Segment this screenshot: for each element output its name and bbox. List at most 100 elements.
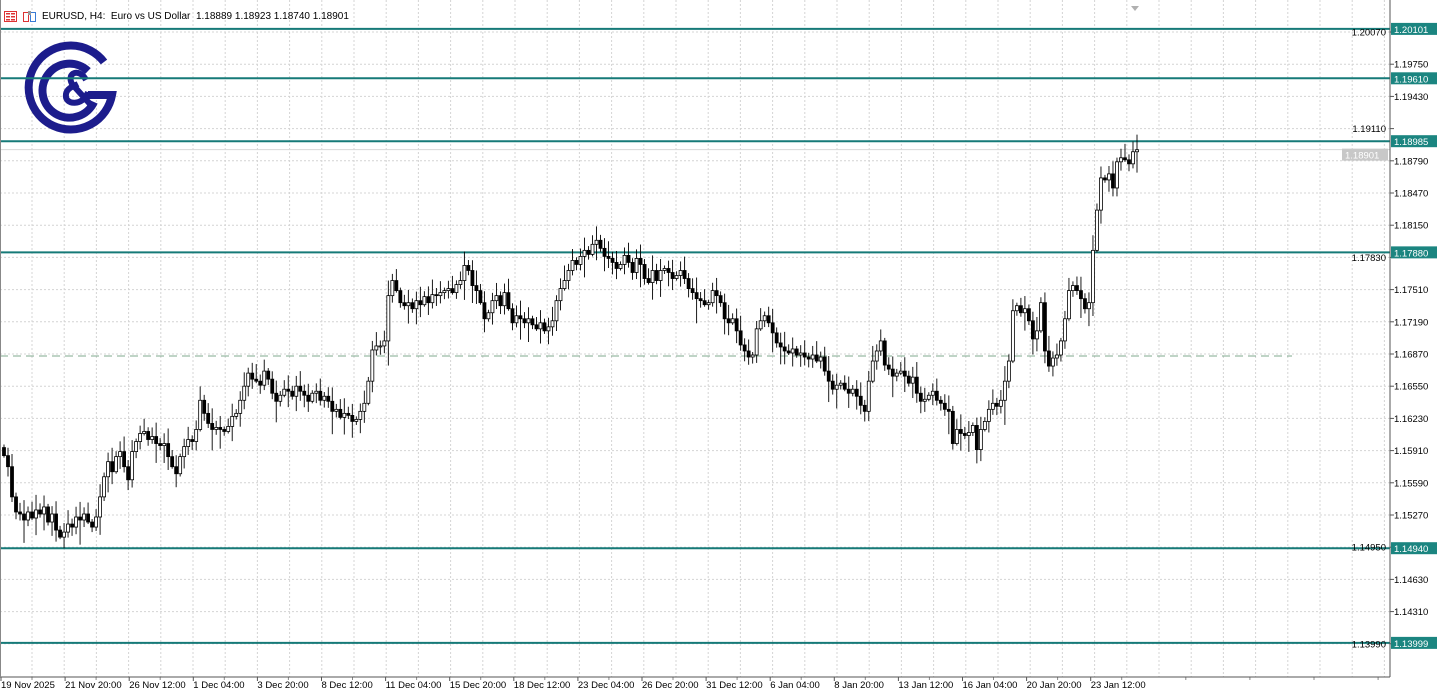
- candle: [1071, 281, 1075, 297]
- chart-menu-icon[interactable]: [4, 10, 17, 22]
- x-tick-label: 8 Jan 20:00: [834, 680, 884, 691]
- candle: [710, 282, 715, 307]
- candle: [26, 506, 30, 527]
- x-tick-label: 20 Jan 20:00: [1027, 680, 1082, 691]
- level-label-bg: [1391, 22, 1437, 35]
- candle: [1127, 154, 1131, 172]
- candle: [754, 320, 759, 363]
- bull-candle-body: [790, 348, 795, 354]
- bull-candle-body: [922, 398, 927, 402]
- candle: [574, 257, 579, 271]
- candle: [170, 449, 175, 469]
- bull-candle-body: [182, 446, 187, 458]
- candle: [362, 390, 367, 423]
- bull-candle-body: [106, 461, 110, 478]
- candle: [726, 304, 731, 336]
- bear-candle-body: [474, 285, 479, 292]
- bull-candle-body: [314, 390, 319, 394]
- bear-candle-body: [506, 292, 511, 310]
- y-tick-label: 1.20070: [1352, 28, 1386, 39]
- candle: [542, 318, 547, 334]
- bear-candle-body: [110, 461, 114, 473]
- candle: [438, 281, 443, 304]
- candle: [150, 427, 155, 444]
- candle: [70, 518, 74, 536]
- bull-candle-body: [406, 302, 411, 307]
- candle: [378, 340, 383, 355]
- bull-candle-body: [1067, 290, 1071, 320]
- candle: [322, 392, 327, 408]
- candle: [206, 403, 211, 429]
- candle: [218, 415, 223, 449]
- candle: [390, 273, 395, 303]
- bear-candle-body: [318, 390, 323, 401]
- candle: [802, 340, 807, 366]
- bull-candle-body: [870, 360, 875, 382]
- bear-candle-body: [846, 388, 851, 394]
- bull-candle-body: [102, 476, 106, 498]
- bull-candle-body: [1119, 157, 1123, 163]
- bull-candle-body: [850, 388, 855, 394]
- bear-candle-body: [882, 340, 887, 366]
- candle: [682, 256, 687, 285]
- bear-candle-body: [250, 372, 255, 380]
- bull-candle-body: [362, 402, 367, 412]
- candle: [242, 372, 247, 410]
- bear-candle-body: [774, 332, 779, 344]
- bull-candle-body: [578, 255, 583, 265]
- candle: [750, 351, 755, 364]
- bull-candle-body: [1055, 354, 1059, 359]
- bear-candle-body: [70, 523, 74, 528]
- bear-candle-body: [158, 443, 163, 446]
- candle: [50, 506, 54, 536]
- candle: [782, 331, 787, 365]
- bull-candle-body: [502, 292, 507, 307]
- candle: [734, 308, 739, 344]
- candle: [634, 249, 639, 280]
- chart-shift-marker-icon[interactable]: [1131, 6, 1139, 11]
- bull-candle-body: [422, 296, 427, 306]
- bull-candle-body: [358, 410, 363, 420]
- y-tick-label: 1.15270: [1394, 510, 1428, 521]
- candle: [770, 308, 775, 353]
- candle: [690, 278, 695, 300]
- bear-candle-body: [946, 408, 951, 412]
- candle: [614, 250, 619, 280]
- bear-candle-body: [906, 375, 911, 384]
- bull-candle-body: [186, 439, 191, 447]
- x-tick-label: 11 Dec 04:00: [386, 680, 442, 691]
- candle: [426, 286, 431, 315]
- one-click-trading-icon[interactable]: [23, 10, 36, 22]
- bull-candle-body: [546, 326, 551, 332]
- candle: [534, 316, 539, 331]
- candle: [786, 344, 791, 356]
- bear-candle-body: [1111, 173, 1115, 189]
- candle: [114, 451, 118, 474]
- bull-candle-body: [354, 419, 359, 422]
- level-label: 1.20101: [1394, 25, 1428, 36]
- candle: [230, 403, 235, 442]
- bull-candle-body: [730, 318, 735, 324]
- bear-candle-body: [54, 513, 58, 531]
- candle: [658, 259, 663, 297]
- brand-logo: [24, 41, 117, 134]
- candle: [30, 501, 34, 521]
- bear-candle-body: [1075, 285, 1079, 292]
- candle: [630, 258, 635, 280]
- y-tick-label: 1.19430: [1394, 92, 1428, 103]
- bull-candle-body: [214, 427, 219, 430]
- bull-candle-body: [634, 258, 639, 273]
- bull-candle-body: [278, 394, 283, 402]
- candle: [266, 368, 271, 385]
- candle: [998, 390, 1003, 414]
- x-tick-label: 26 Nov 12:00: [129, 680, 186, 691]
- candle: [570, 248, 575, 276]
- candle: [666, 260, 671, 287]
- candle: [850, 384, 855, 397]
- level-label: 1.17880: [1394, 248, 1428, 259]
- candle: [902, 357, 907, 393]
- candle: [418, 286, 423, 318]
- bull-candle-body: [82, 513, 86, 521]
- y-tick-label: 1.15910: [1394, 446, 1428, 457]
